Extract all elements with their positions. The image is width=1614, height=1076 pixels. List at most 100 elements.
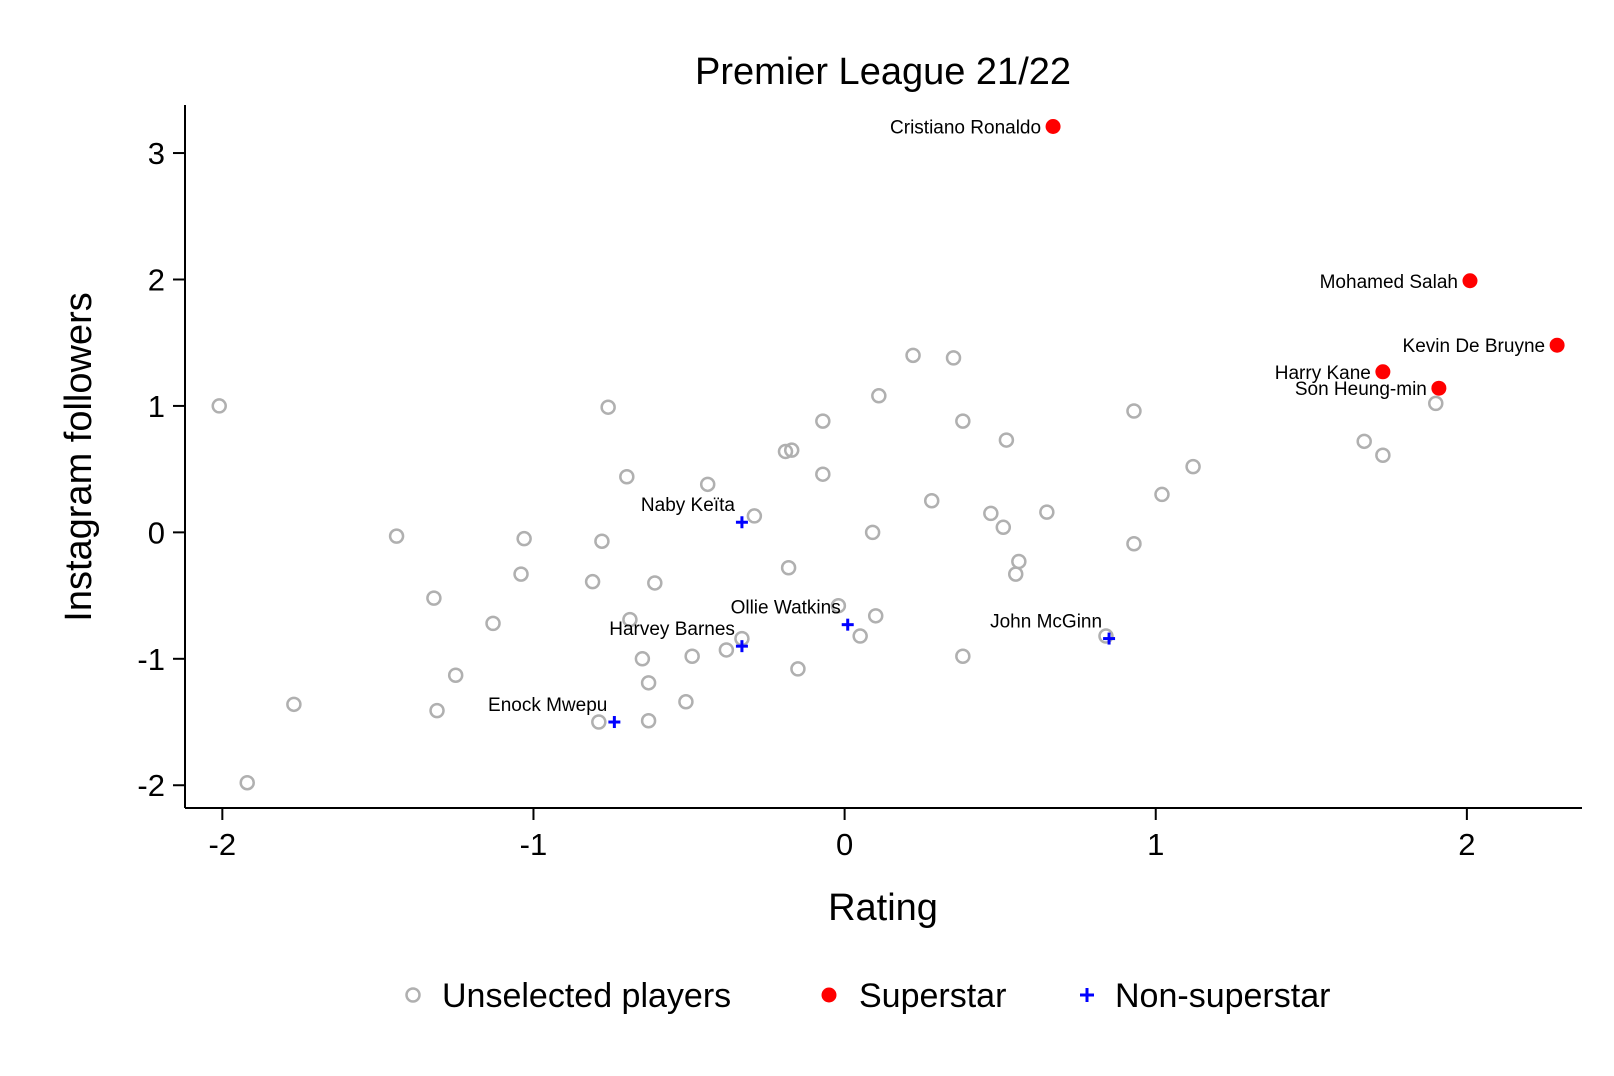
unselected-player-point <box>1185 458 1201 475</box>
unselected-player-point <box>983 505 999 522</box>
non-superstar-label: Harvey Barnes <box>609 619 735 640</box>
unselected-player-point <box>867 608 884 624</box>
non-superstar-point <box>735 640 748 653</box>
legend: Unselected players Superstar Non-superst… <box>405 977 1330 1015</box>
y-tick-label: -2 <box>137 768 165 803</box>
non-superstar-label: Ollie Watkins <box>731 598 841 619</box>
non-superstar-point <box>1103 632 1116 645</box>
axis-ticks: -2 -1 0 1 2 -2 -1 0 1 2 3 <box>137 136 1475 862</box>
unselected-player-point <box>783 442 800 458</box>
unselected-player-point <box>945 350 962 366</box>
unselected-player-point <box>619 468 635 485</box>
unselected-player-point <box>647 575 663 591</box>
unselected-player-point <box>905 347 921 364</box>
y-tick-label: -1 <box>137 642 165 677</box>
unselected-player-point <box>634 651 651 667</box>
plot-points <box>211 118 1565 791</box>
unselected-player-point <box>699 476 716 493</box>
unselected-player-point <box>830 597 847 614</box>
non-superstar-label: Naby Keïta <box>641 495 735 516</box>
unselected-player-point <box>485 615 501 632</box>
superstar-label: Son Heung-min <box>1295 379 1427 400</box>
unselected-player-point <box>955 648 971 665</box>
x-tick-label: 1 <box>1147 827 1164 862</box>
unselected-player-point <box>1428 395 1444 412</box>
unselected-player-point <box>864 524 881 541</box>
unselected-player-point <box>211 398 227 414</box>
superstar-point <box>1375 364 1391 380</box>
unselected-player-point <box>998 432 1015 448</box>
unselected-player-point <box>640 713 657 729</box>
superstar-label: Cristiano Ronaldo <box>890 117 1041 138</box>
superstar-label: Kevin De Bruyne <box>1403 336 1546 357</box>
y-tick-label: 3 <box>148 136 165 171</box>
unselected-player-point <box>516 530 532 547</box>
y-tick-label: 2 <box>148 262 165 297</box>
y-tick-label: 1 <box>148 389 165 424</box>
unselected-player-point <box>388 528 405 544</box>
superstar-label: Harry Kane <box>1275 363 1371 384</box>
x-tick-label: -2 <box>209 827 237 862</box>
superstar-point <box>1431 380 1447 396</box>
legend-unselected-icon <box>405 987 421 1003</box>
unselected-player-point <box>594 533 610 549</box>
non-superstar-label: Enock Mwepu <box>488 695 607 716</box>
unselected-player-point <box>852 628 868 644</box>
x-tick-label: -1 <box>520 827 548 862</box>
non-superstar-point <box>608 716 621 729</box>
unselected-player-point <box>995 519 1012 536</box>
unselected-player-point <box>239 774 255 791</box>
unselected-player-point <box>790 661 806 677</box>
point-labels: Cristiano Ronaldo Mohamed Salah Kevin De B… <box>488 117 1545 716</box>
x-tick-label: 2 <box>1458 827 1475 862</box>
legend-non-superstar-icon <box>1080 988 1094 1002</box>
unselected-player-point <box>955 413 971 429</box>
unselected-player-point <box>1154 486 1170 503</box>
unselected-player-point <box>600 399 616 415</box>
legend-unselected-label: Unselected players <box>442 977 731 1015</box>
unselected-player-point <box>1039 504 1055 520</box>
x-axis-label: Rating <box>828 887 938 929</box>
unselected-player-point <box>1011 553 1027 570</box>
chart-title: Premier League 21/22 <box>695 51 1071 93</box>
unselected-player-point <box>780 560 797 576</box>
unselected-player-point <box>584 573 601 590</box>
unselected-player-point <box>815 466 831 482</box>
superstar-point <box>1549 337 1565 353</box>
superstar-label: Mohamed Salah <box>1320 272 1458 293</box>
unselected-player-point <box>777 443 794 460</box>
unselected-player-point <box>684 648 700 665</box>
legend-non-superstar-label: Non-superstar <box>1115 977 1330 1015</box>
unselected-player-point <box>1126 535 1142 552</box>
unselected-player-point <box>1356 433 1372 450</box>
non-superstar-label: John McGinn <box>990 612 1102 633</box>
unselected-player-point <box>513 566 529 582</box>
unselected-player-point <box>871 388 887 404</box>
x-tick-label: 0 <box>836 827 853 862</box>
unselected-player-point <box>426 590 442 606</box>
unselected-player-point <box>591 714 607 730</box>
unselected-player-point <box>1007 566 1024 582</box>
unselected-player-point <box>678 694 694 710</box>
legend-superstar-icon <box>821 987 837 1003</box>
unselected-player-point <box>1098 628 1114 644</box>
non-superstar-point <box>735 516 748 529</box>
superstar-point <box>1045 118 1061 134</box>
unselected-player-point <box>923 493 940 509</box>
non-superstar-point <box>841 618 854 631</box>
unselected-player-point <box>622 611 638 628</box>
superstar-point <box>1462 273 1478 289</box>
y-axis-label: Instagram followers <box>58 292 100 621</box>
y-tick-label: 0 <box>148 515 165 550</box>
legend-superstar-label: Superstar <box>859 977 1006 1015</box>
unselected-player-point <box>815 413 831 429</box>
unselected-player-point <box>718 642 735 658</box>
unselected-player-point <box>640 675 657 691</box>
unselected-player-point <box>746 508 763 524</box>
unselected-player-point <box>429 702 445 719</box>
unselected-player-point <box>1375 447 1391 463</box>
unselected-player-point <box>1126 403 1142 419</box>
unselected-player-point <box>447 667 464 683</box>
unselected-player-point <box>286 696 302 713</box>
